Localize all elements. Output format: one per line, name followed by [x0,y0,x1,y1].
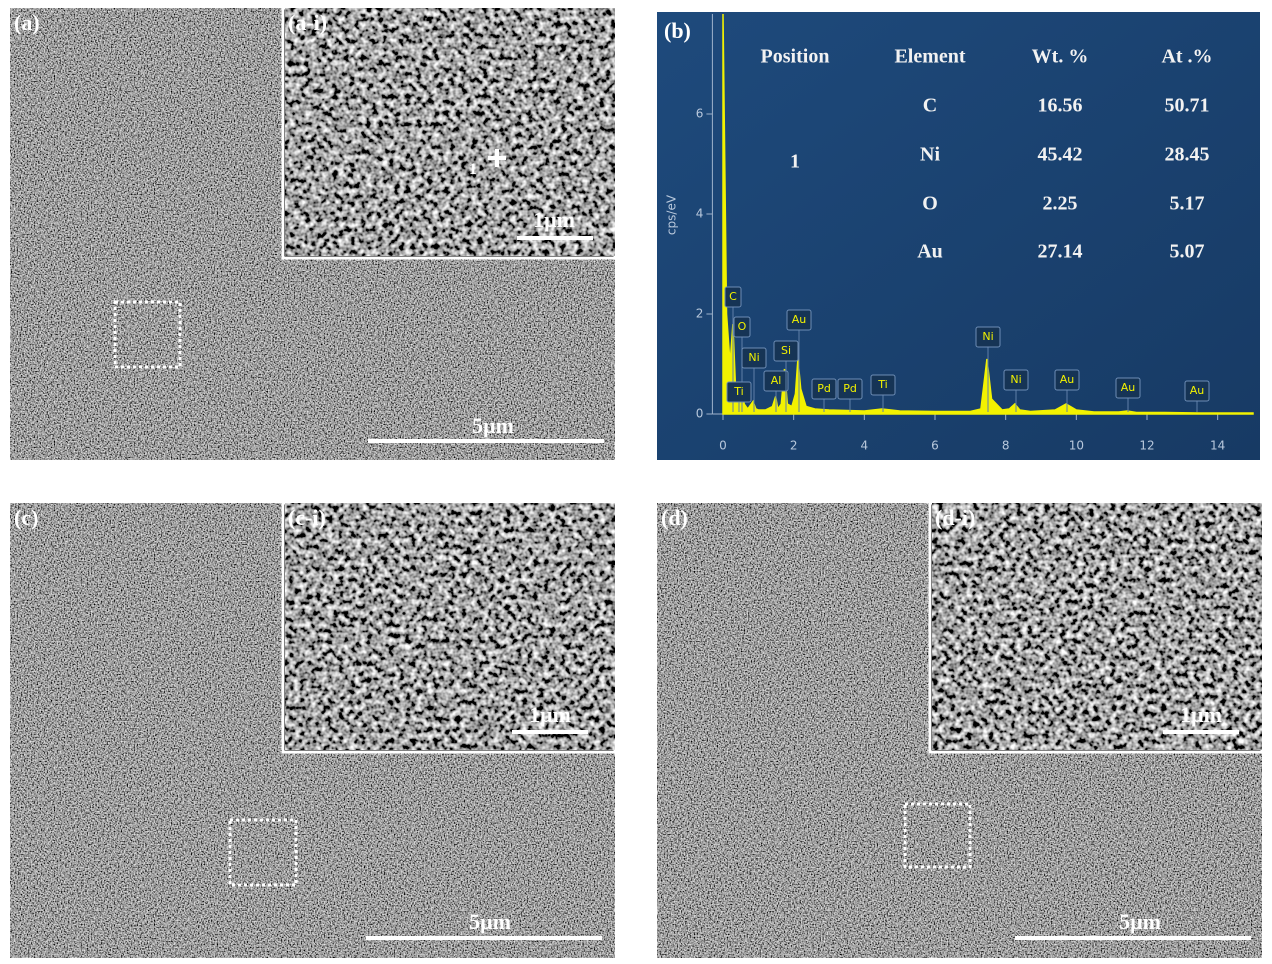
peak-box [1054,369,1080,391]
inset-scale-label: 1μm [1180,702,1222,727]
x-tick-label: 8 [1002,439,1010,453]
y-tick-label: 6 [696,107,704,121]
x-tick-label: 10 [1069,439,1084,453]
table-cell: O [922,193,938,215]
y-tick-label: 4 [696,207,704,221]
table-cell: 27.14 [1038,241,1083,263]
table-header: Element [894,46,965,68]
scale-label: 5μm [469,909,511,934]
peak-box [726,381,752,403]
peak-box [741,347,767,369]
peak-label: Ni [748,351,759,364]
table-cell: 5.07 [1170,241,1205,263]
table-cell: 45.42 [1038,144,1083,166]
eds-background [657,12,1260,460]
peak-label: Ti [877,378,887,391]
zoom-box [228,818,298,887]
peak-box [870,374,896,396]
peak-label: Al [771,374,782,387]
y-axis-label: cps/eV [665,194,679,235]
table-cell: Au [917,241,943,263]
peak-box [763,370,789,392]
table-cell: 2.25 [1043,193,1078,215]
peak-label: Pd [843,382,857,395]
y-tick-label: 2 [696,307,704,321]
peak-box [975,326,1001,348]
table-cell: 16.56 [1038,95,1083,117]
peak-box [837,378,863,400]
panel-b: (b) cps/eV Position Element Wt. % At .% 1 C 16… [657,12,1260,460]
zoom-box [113,300,182,369]
peak-label: Ni [982,330,993,343]
table-cell: Ni [920,144,940,166]
inset-scale-label: 1μm [529,702,571,727]
table-cell: 5.17 [1170,193,1205,215]
table-cell: 50.71 [1165,95,1210,117]
y-tick-label: 0 [696,407,704,421]
inset-scale-label: 1μm [533,207,575,232]
table-cell: 28.45 [1165,144,1210,166]
x-tick-label: 2 [790,439,798,453]
spectrum [722,13,1254,415]
inset-label: (a-i) [288,10,327,35]
inset-label: (c-i) [288,505,326,530]
panel-c: (c) (c-i) 5μm 1μm [10,501,617,958]
peak-box [773,340,799,362]
point-marker [488,149,506,167]
panel-d: (d) (d-i) 5μm 1μm [657,501,1264,958]
peak-box [786,309,812,331]
scale-label: 5μm [472,413,514,438]
x-tick-label: 12 [1139,439,1154,453]
table-header: Wt. % [1032,46,1089,68]
peak-box [724,286,742,308]
inset-label: (d-i) [935,505,975,530]
peak-box [1115,377,1141,399]
panel-label: (b) [664,18,691,43]
peak-box [1184,380,1210,402]
panel-a: (a) (a-i) 5μm 1μm 1 [10,6,617,460]
table-header: Position [761,46,830,68]
panel-label: (a) [14,10,40,35]
peak-label: Au [1121,381,1136,394]
x-tick-label: 0 [719,439,727,453]
table-header: At .% [1161,46,1212,68]
point-label: 1 [469,161,477,178]
peak-box [1003,369,1029,391]
panel-label: (c) [14,505,38,530]
panel-label: (d) [661,505,688,530]
peak-label: Pd [817,382,831,395]
zoom-box [903,802,972,869]
table-position: 1 [790,151,800,173]
inset-image [285,8,615,256]
scale-label: 5μm [1119,909,1161,934]
peak-box [811,378,837,400]
peak-box [733,316,751,338]
peak-label: Si [781,344,791,357]
inset-image [932,503,1262,750]
x-tick-label: 4 [861,439,869,453]
peak-label: Au [1060,373,1075,386]
x-tick-label: 6 [931,439,939,453]
x-tick-label: 14 [1210,439,1225,453]
peak-label: O [738,320,747,333]
peak-label: C [729,290,737,303]
table-cell: C [923,95,937,117]
peak-label: Ti [733,385,743,398]
inset-image [285,503,615,750]
peak-label: Au [1190,384,1205,397]
peak-label: Au [792,313,807,326]
peak-label: Ni [1010,373,1021,386]
